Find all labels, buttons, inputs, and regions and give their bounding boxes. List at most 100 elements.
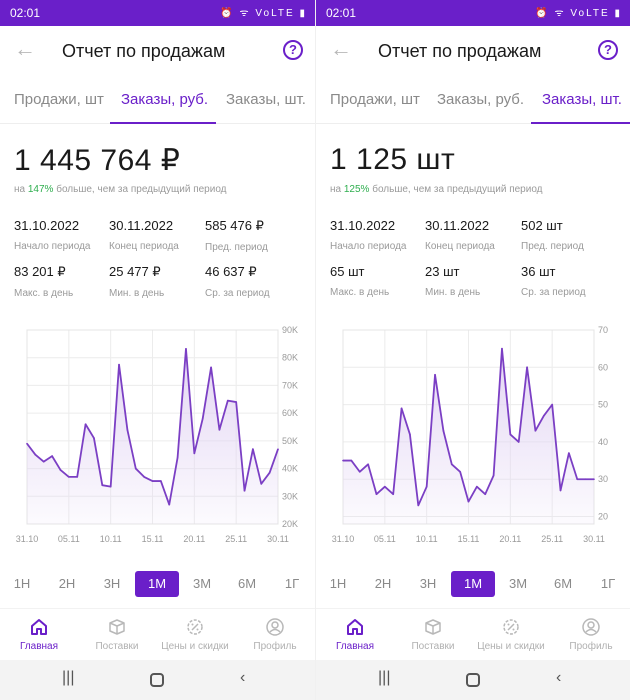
data-point [492,474,495,477]
nav-supplies[interactable]: Поставки [394,617,472,652]
period-button[interactable]: 3М [508,576,528,591]
tab-orders-pcs[interactable]: Заказы, шт. [226,91,306,108]
x-tick-label: 30.11 [583,534,605,544]
data-point [42,460,45,463]
stat-item: 31.10.2022 Начало периода [14,218,90,252]
nav-profile[interactable]: Профиль [236,617,314,652]
back-icon[interactable]: ‹ [240,669,246,686]
period-button[interactable]: 1М [451,571,495,597]
period-button[interactable]: 1Н [13,576,31,591]
status-bar: 02:01 ⏰ ᯤ VoLTE ▮ [0,0,315,26]
data-point [134,467,137,470]
period-button[interactable]: 1Г [284,576,300,591]
y-tick-label: 20K [282,519,298,529]
box-icon [425,619,441,635]
system-navigation-bar: ||| ‹ [0,660,315,700]
x-tick-label: 15.11 [142,534,164,544]
data-point [218,428,221,431]
period-button[interactable]: 3М [192,576,212,591]
nav-profile[interactable]: Профиль [552,617,630,652]
stat-label: Макс. в день [14,288,74,299]
data-point [392,493,394,495]
tab-sales-pcs[interactable]: Продажи, шт [14,91,104,108]
active-tab-indicator [110,122,216,124]
stat-item: 585 476 ₽ Пред. период [205,218,268,253]
period-selector: 1Н 2Н 3Н 1М 3М 6М 1Г [316,571,630,599]
help-icon[interactable]: ? [283,40,303,60]
home-icon[interactable] [150,673,164,687]
stat-value: 30.11.2022 [109,218,174,233]
nav-icon-wrap [472,617,550,637]
period-button[interactable]: 2Н [58,576,76,591]
data-point [235,401,237,403]
period-button[interactable]: 1Г [600,576,616,591]
compare-text: на 147% больше, чем за предыдущий период [14,184,227,195]
nav-prices[interactable]: Цены и скидки [472,617,550,652]
data-point [434,373,436,376]
data-point [517,441,520,443]
nav-label: Профиль [569,641,613,652]
series-area [27,348,278,524]
x-tick-label: 25.11 [541,534,563,544]
period-button[interactable]: 3Н [419,576,437,591]
nav-prices[interactable]: Цены и скидки [156,617,234,652]
tab-orders-rub[interactable]: Заказы, руб. [121,91,209,108]
data-point [227,399,229,402]
x-tick-label: 31.10 [332,534,355,544]
stat-item: 25 477 ₽ Мин. в день [109,264,164,299]
nav-label: Цены и скидки [161,641,229,652]
stat-value: 25 477 ₽ [109,264,161,279]
help-icon[interactable]: ? [598,40,618,60]
period-button[interactable]: 2Н [374,576,392,591]
data-point [375,493,378,495]
data-point [101,484,104,486]
period-button[interactable]: 6М [553,576,573,591]
stat-value: 36 шт [521,264,556,279]
data-point [551,403,553,406]
discount-icon [503,619,519,635]
data-point [425,485,428,488]
data-point [268,471,271,474]
home-icon[interactable] [466,673,480,687]
data-point [476,485,478,488]
y-tick-label: 80K [282,353,298,363]
period-button[interactable]: 3Н [103,576,121,591]
tab-orders-pcs[interactable]: Заказы, шт. [542,91,622,108]
stat-label: Ср. за период [521,287,586,298]
back-arrow-icon[interactable]: ← [330,36,352,61]
tab-sales-pcs[interactable]: Продажи, шт [330,91,420,108]
data-point [450,463,453,466]
data-point [509,433,512,436]
period-button[interactable]: 6М [237,576,257,591]
back-arrow-icon[interactable]: ← [14,36,36,61]
period-button[interactable]: 1М [135,571,179,597]
stat-value: 65 шт [330,264,365,279]
x-tick-label: 25.11 [225,534,247,544]
data-point [584,478,587,481]
x-tick-label: 10.11 [100,534,122,544]
data-point [118,363,120,366]
nav-home[interactable]: Главная [0,617,78,652]
nav-supplies[interactable]: Поставки [78,617,156,652]
box-icon [109,619,125,635]
data-point [593,478,595,481]
data-point [358,470,361,473]
stat-value: 585 476 ₽ [205,218,264,233]
recent-apps-icon[interactable]: ||| [378,669,391,686]
data-point [176,456,179,459]
back-icon[interactable]: ‹ [556,669,562,686]
data-point [417,504,420,507]
recent-apps-icon[interactable]: ||| [62,669,75,686]
tab-bar: Продажи, шт Заказы, руб. Заказы, шт. [316,76,630,124]
nav-icon-wrap [236,617,314,637]
nav-label: Главная [19,641,59,652]
tab-orders-rub[interactable]: Заказы, руб. [437,91,525,108]
chart-svg: 20 30 40 50 60 70 31.10 05.11 10.11 15.11 20.11 25.… [332,325,608,544]
stat-value: 30.11.2022 [425,218,490,233]
app-bar: ← Отчет по продажам ? [0,26,315,76]
chart-svg: 20K 30K 40K 50K 60K 70K 80K 90K 31.10 05.11 10.11 1… [16,325,298,544]
nav-home[interactable]: Главная [316,617,394,652]
period-button[interactable]: 1Н [329,576,347,591]
active-tab-indicator [531,122,630,124]
nav-label: Цены и скидки [477,641,545,652]
